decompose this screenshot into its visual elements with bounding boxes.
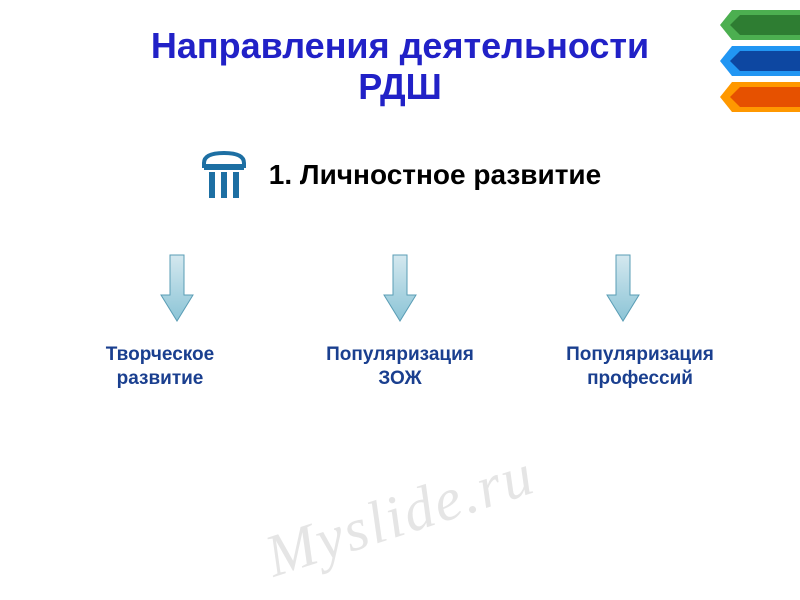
title-line-1: Направления деятельности <box>151 25 649 66</box>
label-line: Популяризация <box>326 344 474 365</box>
corner-bookmarks <box>720 10 800 112</box>
arrow-down-icon <box>605 253 641 323</box>
arrow-down-icon <box>159 253 195 323</box>
arrows-row <box>0 253 800 323</box>
bookmark-inner <box>730 87 800 107</box>
bookmark-inner <box>730 15 800 35</box>
section-header: 1. Личностное развитие <box>0 148 800 203</box>
label-line: профессий <box>587 368 693 389</box>
label-line: Популяризация <box>566 344 714 365</box>
bookmark-orange <box>720 82 800 112</box>
label-line: Творческое <box>106 344 214 365</box>
pillar-icon <box>199 148 249 203</box>
watermark: Myslide.ru <box>257 440 543 592</box>
page-title: Направления деятельности РДШ <box>0 0 800 108</box>
labels-row: Творческое развитие Популяризация ЗОЖ По… <box>0 343 800 392</box>
bookmark-inner <box>730 51 800 71</box>
label-line: развитие <box>117 368 204 389</box>
title-line-2: РДШ <box>358 66 442 107</box>
arrow-down-icon <box>382 253 418 323</box>
branch-label-creative: Творческое развитие <box>60 343 260 392</box>
label-line: ЗОЖ <box>378 368 421 389</box>
bookmark-blue <box>720 46 800 76</box>
bookmark-green <box>720 10 800 40</box>
branch-label-health: Популяризация ЗОЖ <box>300 343 500 392</box>
section-title: 1. Личностное развитие <box>269 159 601 191</box>
branch-label-professions: Популяризация профессий <box>540 343 740 392</box>
